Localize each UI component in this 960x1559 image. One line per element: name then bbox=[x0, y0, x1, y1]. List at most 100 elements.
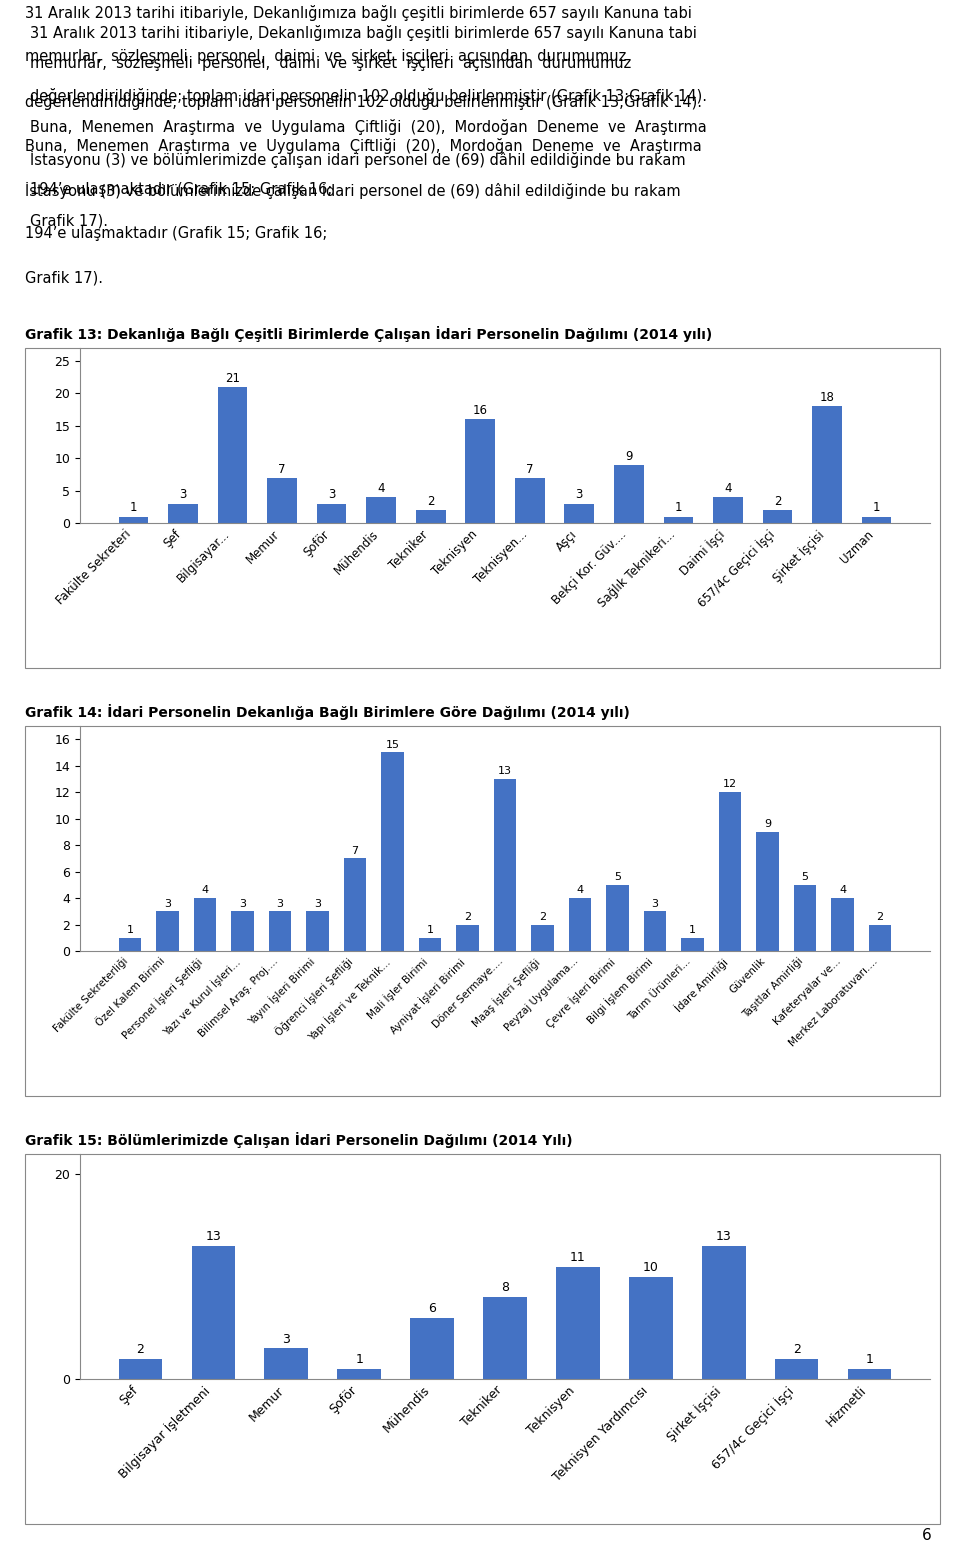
Text: 4: 4 bbox=[377, 482, 385, 494]
Bar bbox=[416, 510, 445, 522]
Bar bbox=[156, 912, 179, 951]
Text: 3: 3 bbox=[652, 898, 659, 909]
Text: 3: 3 bbox=[576, 488, 583, 502]
Text: değerlendirildiğinde; toplam idari personelin 102 olduğu belirlenmiştir (Grafik : değerlendirildiğinde; toplam idari perso… bbox=[25, 94, 702, 109]
Text: 194’e ulaşmaktadır (Grafik 15; Grafik 16;: 194’e ulaşmaktadır (Grafik 15; Grafik 16… bbox=[25, 226, 327, 242]
Text: 6: 6 bbox=[922, 1528, 931, 1543]
Text: Grafik 13: Dekanlığa Bağlı Çeşitli Birimlerde Çalışan İdari Personelin Dağılımı : Grafik 13: Dekanlığa Bağlı Çeşitli Birim… bbox=[25, 326, 712, 341]
Bar bbox=[466, 419, 495, 522]
Text: 9: 9 bbox=[764, 818, 771, 829]
Bar bbox=[848, 1369, 892, 1380]
Text: Grafik 15: Bölümlerimizde Çalışan İdari Personelin Dağılımı (2014 Yılı): Grafik 15: Bölümlerimizde Çalışan İdari … bbox=[25, 1132, 572, 1147]
Bar bbox=[192, 1246, 235, 1380]
Bar bbox=[344, 859, 366, 951]
Text: 15: 15 bbox=[386, 741, 399, 750]
Text: 1: 1 bbox=[127, 924, 133, 935]
Text: 1: 1 bbox=[866, 1353, 874, 1366]
Text: Grafik 17).: Grafik 17). bbox=[30, 214, 108, 229]
Bar bbox=[483, 1297, 527, 1380]
Text: Buna,  Menemen  Araştırma  ve  Uygulama  Çiftliği  (20),  Mordoğan  Deneme  ve  : Buna, Menemen Araştırma ve Uygulama Çift… bbox=[30, 120, 707, 136]
Bar bbox=[119, 1358, 162, 1380]
Bar bbox=[531, 924, 554, 951]
Bar bbox=[831, 898, 853, 951]
Bar bbox=[607, 886, 629, 951]
Text: 4: 4 bbox=[724, 482, 732, 494]
Text: 3: 3 bbox=[180, 488, 186, 502]
Text: 194’e ulaşmaktadır (Grafik 15; Grafik 16;: 194’e ulaşmaktadır (Grafik 15; Grafik 16… bbox=[30, 182, 332, 196]
Text: 4: 4 bbox=[839, 886, 846, 895]
Text: 3: 3 bbox=[164, 898, 171, 909]
Bar bbox=[775, 1358, 819, 1380]
Text: 1: 1 bbox=[355, 1353, 363, 1366]
Bar bbox=[629, 1277, 673, 1380]
Text: 1: 1 bbox=[426, 924, 434, 935]
Bar bbox=[564, 504, 594, 522]
Text: 10: 10 bbox=[643, 1261, 659, 1274]
Text: 2: 2 bbox=[774, 494, 781, 508]
Text: 2: 2 bbox=[793, 1342, 801, 1356]
Text: 31 Aralık 2013 tarihi itibariyle, Dekanlığımıza bağlı çeşitli birimlerde 657 say: 31 Aralık 2013 tarihi itibariyle, Dekanl… bbox=[25, 5, 692, 20]
Text: 13: 13 bbox=[205, 1230, 221, 1244]
Text: 18: 18 bbox=[820, 391, 834, 404]
Text: Grafik 14: İdari Personelin Dekanlığa Bağlı Birimlere Göre Dağılımı (2014 yılı): Grafik 14: İdari Personelin Dekanlığa Ba… bbox=[25, 705, 630, 720]
Text: 3: 3 bbox=[328, 488, 335, 502]
Text: 8: 8 bbox=[501, 1281, 509, 1294]
Bar bbox=[713, 497, 743, 522]
Bar bbox=[381, 753, 404, 951]
Bar bbox=[231, 912, 253, 951]
Text: 2: 2 bbox=[464, 912, 471, 921]
Bar bbox=[614, 465, 644, 522]
Bar bbox=[794, 886, 816, 951]
Bar bbox=[218, 387, 248, 522]
Text: değerlendirildiğinde; toplam idari personelin 102 olduğu belirlenmiştir (Grafik : değerlendirildiğinde; toplam idari perso… bbox=[30, 87, 707, 104]
Text: 2: 2 bbox=[876, 912, 883, 921]
Text: 7: 7 bbox=[526, 463, 534, 475]
Bar bbox=[194, 898, 216, 951]
Text: 7: 7 bbox=[351, 845, 358, 856]
Text: 13: 13 bbox=[716, 1230, 732, 1244]
Text: 1: 1 bbox=[873, 502, 880, 514]
Bar bbox=[702, 1246, 746, 1380]
Bar bbox=[682, 939, 704, 951]
Bar bbox=[663, 516, 693, 522]
Bar bbox=[762, 510, 792, 522]
Text: 5: 5 bbox=[614, 871, 621, 882]
Text: 1: 1 bbox=[130, 502, 137, 514]
Text: 3: 3 bbox=[239, 898, 246, 909]
Text: 4: 4 bbox=[202, 886, 208, 895]
Text: 3: 3 bbox=[276, 898, 283, 909]
Bar bbox=[556, 1266, 600, 1380]
Text: 7: 7 bbox=[278, 463, 286, 475]
Bar bbox=[269, 912, 291, 951]
Text: 31 Aralık 2013 tarihi itibariyle, Dekanlığımıza bağlı çeşitli birimlerde 657 say: 31 Aralık 2013 tarihi itibariyle, Dekanl… bbox=[30, 25, 697, 41]
Text: 13: 13 bbox=[498, 765, 512, 776]
Text: 2: 2 bbox=[427, 494, 435, 508]
Text: Grafik 17).: Grafik 17). bbox=[25, 271, 103, 285]
Text: 11: 11 bbox=[570, 1250, 586, 1264]
Bar bbox=[264, 1349, 308, 1380]
Bar bbox=[367, 497, 396, 522]
Bar bbox=[862, 516, 892, 522]
Bar bbox=[337, 1369, 381, 1380]
Text: 12: 12 bbox=[723, 780, 737, 789]
Bar bbox=[515, 477, 544, 522]
Text: İstasyonu (3) ve bölümlerimizde çalışan idari personel de (69) dâhil edildiğinde: İstasyonu (3) ve bölümlerimizde çalışan … bbox=[30, 151, 685, 168]
Bar bbox=[493, 780, 516, 951]
Text: 1: 1 bbox=[675, 502, 683, 514]
Bar bbox=[410, 1317, 454, 1380]
Bar bbox=[568, 898, 591, 951]
Bar bbox=[317, 504, 347, 522]
Bar bbox=[119, 939, 141, 951]
Bar bbox=[267, 477, 297, 522]
Bar bbox=[756, 833, 779, 951]
Text: 21: 21 bbox=[225, 371, 240, 385]
Bar bbox=[419, 939, 442, 951]
Bar bbox=[306, 912, 328, 951]
Bar bbox=[644, 912, 666, 951]
Text: memurlar,  sözleşmeli  personel,  daimi  ve  şirket  işçileri  açısından  durumu: memurlar, sözleşmeli personel, daimi ve … bbox=[30, 56, 632, 72]
Text: 1: 1 bbox=[689, 924, 696, 935]
Text: 2: 2 bbox=[136, 1342, 144, 1356]
Text: 2: 2 bbox=[539, 912, 546, 921]
Bar bbox=[719, 792, 741, 951]
Text: 3: 3 bbox=[282, 1333, 290, 1345]
